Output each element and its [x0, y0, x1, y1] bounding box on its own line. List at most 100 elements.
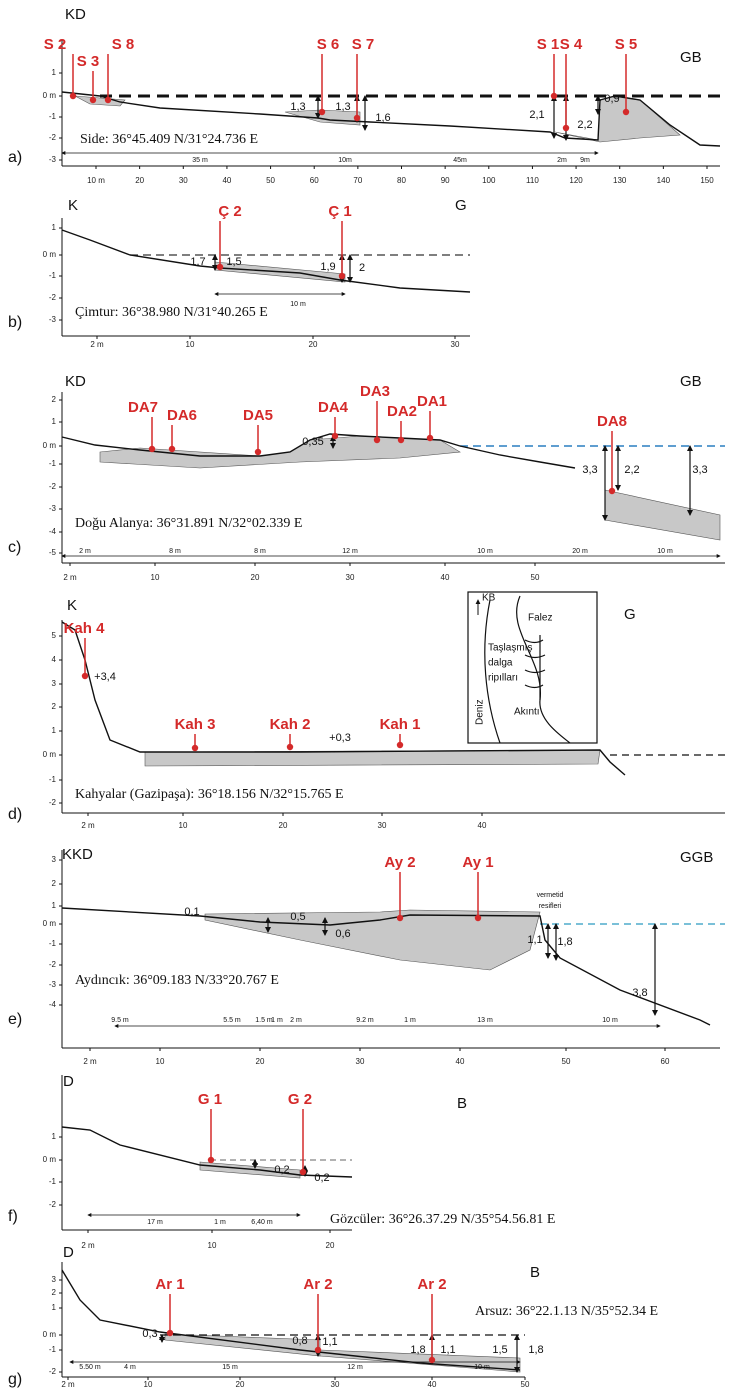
measurement: 0,2: [274, 1164, 289, 1176]
station-point: [353, 114, 361, 122]
y-tick-label: 1: [52, 726, 57, 735]
caption: Side: 36°45.409 N/31°24.736 E: [80, 132, 258, 147]
station-point: [81, 672, 89, 680]
x-tick-label: 10 m: [87, 176, 105, 185]
station-label: S 3: [77, 53, 100, 70]
distance-label: 35 m: [192, 157, 208, 164]
x-tick-label: 70: [353, 176, 362, 185]
station-point: [562, 124, 570, 132]
y-tick-label: 0 m: [43, 750, 57, 759]
distance-label: 4 m: [124, 1364, 136, 1371]
station-label: DA8: [597, 413, 627, 430]
distance-label: 8 m: [254, 548, 266, 555]
y-tick-label: 0 m: [43, 250, 57, 259]
measurement: 2,2: [577, 119, 592, 131]
panel-label: c): [8, 539, 21, 556]
inset-label: ripılları: [488, 673, 518, 684]
distance-label: 1 m: [404, 1017, 416, 1024]
station-point: [397, 436, 405, 444]
direction-left: D: [63, 1073, 74, 1090]
distance-label: 1 m: [271, 1017, 283, 1024]
distance-label: 1.5 m: [255, 1017, 273, 1024]
station-point: [148, 445, 156, 453]
panel-label: d): [8, 806, 22, 823]
caption: Çimtur: 36°38.980 N/31°40.265 E: [75, 305, 268, 320]
measurement: 0,9: [604, 93, 619, 105]
station-point: [426, 434, 434, 442]
station-label: S 8: [112, 36, 135, 53]
y-tick-label: -1: [49, 939, 57, 948]
station-label: S 6: [317, 36, 340, 53]
x-tick-label: 10: [156, 1057, 165, 1066]
measurement: 1,7: [190, 256, 205, 268]
station-point: [254, 448, 262, 456]
station-point: [474, 914, 482, 922]
station-point: [286, 743, 294, 751]
station-label: S 5: [615, 36, 638, 53]
y-tick-label: 0 m: [43, 441, 57, 450]
station-label: DA6: [167, 407, 197, 424]
measurement: 1,3: [335, 101, 350, 113]
y-tick-label: -3: [49, 504, 57, 513]
station-point: [318, 108, 326, 116]
x-tick-label: 20: [279, 821, 288, 830]
y-tick-label: 2: [52, 879, 57, 888]
station-label: G 2: [288, 1091, 312, 1108]
profile: [61, 1126, 353, 1178]
x-tick-label: 110: [526, 176, 539, 185]
x-tick-label: 2 m: [83, 1057, 97, 1066]
panel-label: f): [8, 1208, 18, 1225]
direction-right: G: [624, 606, 636, 623]
x-tick-label: 30: [179, 176, 188, 185]
direction-left: K: [68, 197, 78, 214]
x-tick-label: 30: [451, 340, 460, 349]
y-tick-label: -2: [49, 798, 57, 807]
y-tick-label: 2: [52, 395, 57, 404]
y-tick-label: -1: [49, 1177, 57, 1186]
y-tick-label: 0 m: [43, 1155, 57, 1164]
station-point: [373, 436, 381, 444]
station-label: Kah 1: [380, 716, 421, 733]
x-tick-label: 150: [700, 176, 714, 185]
y-tick-label: 1: [52, 1303, 57, 1312]
profile: [61, 907, 711, 1026]
station-label: Ay 2: [384, 854, 415, 871]
measurement: 1,6: [375, 112, 390, 124]
panel-label: a): [8, 149, 22, 166]
station-label: S 2: [44, 36, 67, 53]
panel-label: g): [8, 1371, 22, 1388]
measurement: 1,8: [410, 1344, 425, 1356]
x-tick-label: 50: [266, 176, 275, 185]
station-label: DA2: [387, 403, 417, 420]
measurement: 1,8: [528, 1344, 543, 1356]
inset-label: dalga: [488, 658, 513, 669]
distance-label: 20 m: [572, 548, 588, 555]
station-label: S 7: [352, 36, 375, 53]
y-tick-label: -2: [49, 960, 57, 969]
measurement: 3,8: [632, 987, 647, 999]
distance-label: 5.50 m: [79, 1364, 101, 1371]
station-point: [168, 445, 176, 453]
x-tick-label: 60: [661, 1057, 670, 1066]
measurement: 0,6: [335, 928, 350, 940]
station-point: [550, 92, 558, 100]
y-tick-label: 5: [52, 631, 57, 640]
station-point: [166, 1329, 174, 1337]
station-point: [191, 744, 199, 752]
measurement: 1,1: [527, 934, 542, 946]
distance-label: 10m: [338, 157, 352, 164]
station-label: Ç 2: [218, 203, 241, 220]
x-tick-label: 20: [236, 1380, 245, 1389]
y-tick-label: 1: [52, 68, 57, 77]
station-label: DA1: [417, 393, 447, 410]
measurement: 0,3: [142, 1328, 157, 1340]
x-tick-label: 40: [441, 573, 450, 582]
x-tick-label: 10: [208, 1241, 217, 1250]
x-tick-label: 2 m: [81, 821, 95, 830]
station-point: [299, 1168, 307, 1176]
distance-label: 17 m: [147, 1219, 163, 1226]
direction-right: GB: [680, 373, 702, 390]
x-tick-label: 100: [482, 176, 496, 185]
x-tick-label: 80: [397, 176, 406, 185]
station-point: [396, 914, 404, 922]
